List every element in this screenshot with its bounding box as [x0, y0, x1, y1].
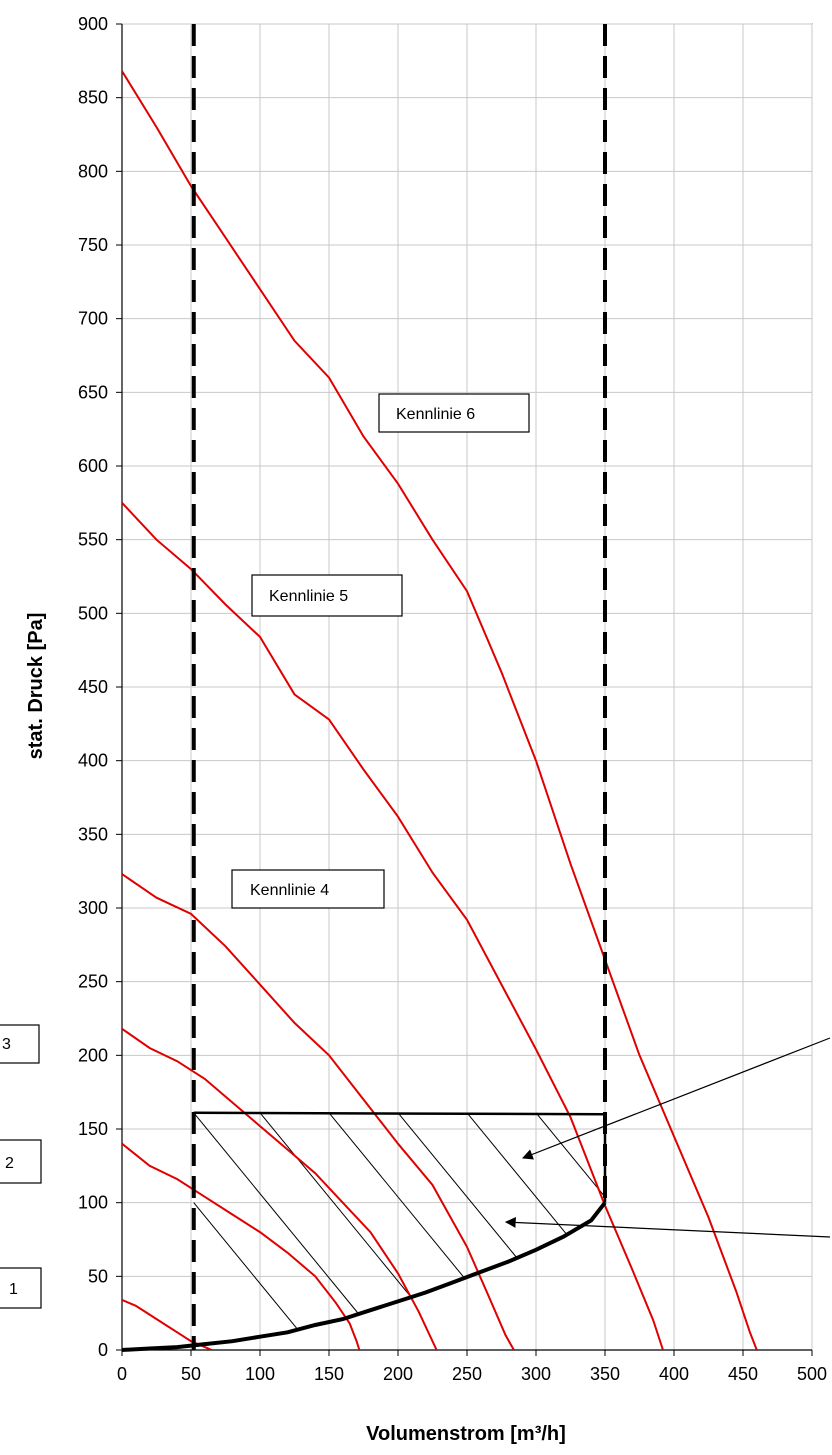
svg-text:3: 3 [2, 1036, 11, 1053]
y-tick-label: 900 [78, 14, 108, 34]
svg-text:2: 2 [5, 1155, 14, 1172]
x-tick-label: 100 [245, 1364, 275, 1384]
system-curve [121, 1112, 607, 1352]
y-tick-label: 350 [78, 824, 108, 844]
fan-curves [122, 70, 758, 1350]
y-tick-label: 550 [78, 530, 108, 550]
fan-curve-k2 [122, 1142, 361, 1350]
y-tick-label: 0 [98, 1340, 108, 1360]
label-kennlinie-4: Kennlinie 4 [231, 869, 385, 909]
label-2: 2 [0, 1139, 42, 1184]
svg-text:Kennlinie 6: Kennlinie 6 [396, 406, 475, 423]
system-curve-line [121, 1201, 607, 1352]
x-tick-label: 400 [659, 1364, 689, 1384]
x-tick-label: 350 [590, 1364, 620, 1384]
label-1: 1 [0, 1267, 42, 1309]
y-tick-label: 850 [78, 88, 108, 108]
y-tick-label: 150 [78, 1119, 108, 1139]
hatch-line [397, 1112, 517, 1258]
y-tick-label: 500 [78, 603, 108, 623]
fan-curve-k4 [122, 873, 515, 1350]
fan-curve-k1 [122, 1298, 213, 1350]
y-tick-label: 250 [78, 972, 108, 992]
upper-pressure-limit [193, 1111, 606, 1116]
hatch-line [328, 1112, 465, 1278]
x-axis-title: Volumenstrom [m³/h] [366, 1423, 566, 1445]
y-tick-label: 800 [78, 161, 108, 181]
y-tick-label: 50 [88, 1266, 108, 1286]
limit-lines [191, 24, 607, 1350]
fan-curve-k5 [122, 502, 664, 1350]
y-tick-labels: 0 50 100 150 200 250 300 350 400 450 500 550 600 650 7… [78, 14, 108, 1360]
arrow-to-system-curve [504, 1217, 831, 1238]
svg-text:1: 1 [9, 1281, 18, 1298]
label-kennlinie-6: Kennlinie 6 [378, 393, 530, 433]
hatch-line [193, 1202, 299, 1330]
grid [116, 23, 813, 1356]
x-tick-label: 0 [117, 1364, 127, 1384]
fan-curve-k6 [122, 70, 758, 1350]
x-tick-labels: 0 50 100 150 200 250 300 350 400 450 500 [117, 1364, 827, 1384]
x-tick-label: 500 [797, 1364, 827, 1384]
hatch-line [466, 1112, 567, 1234]
y-tick-label: 600 [78, 456, 108, 476]
label-kennlinie-5: Kennlinie 5 [251, 574, 403, 617]
y-tick-label: 400 [78, 751, 108, 771]
y-tick-label: 700 [78, 309, 108, 329]
hatch-line [535, 1112, 606, 1198]
y-tick-label: 650 [78, 382, 108, 402]
x-tick-label: 450 [728, 1364, 758, 1384]
x-tick-label: 200 [383, 1364, 413, 1384]
y-tick-label: 750 [78, 235, 108, 255]
x-tick-label: 50 [181, 1364, 201, 1384]
y-axis-title: stat. Druck [Pa] [25, 613, 47, 760]
arrow-to-range [521, 1037, 831, 1160]
x-tick-label: 150 [314, 1364, 344, 1384]
operating-range-hatch [193, 1112, 606, 1330]
fan-curve-k3 [122, 1027, 438, 1350]
y-tick-label: 300 [78, 898, 108, 918]
x-tick-label: 300 [521, 1364, 551, 1384]
svg-text:Kennlinie 5: Kennlinie 5 [269, 588, 348, 605]
label-3: 3 [0, 1024, 40, 1064]
hatch-line [193, 1112, 359, 1314]
x-tick-label: 250 [452, 1364, 482, 1384]
svg-text:Kennlinie 4: Kennlinie 4 [250, 882, 329, 899]
hatch-line [259, 1112, 412, 1298]
y-tick-label: 450 [78, 677, 108, 697]
y-tick-label: 200 [78, 1045, 108, 1065]
arrows [504, 1037, 831, 1238]
y-tick-label: 100 [78, 1193, 108, 1213]
